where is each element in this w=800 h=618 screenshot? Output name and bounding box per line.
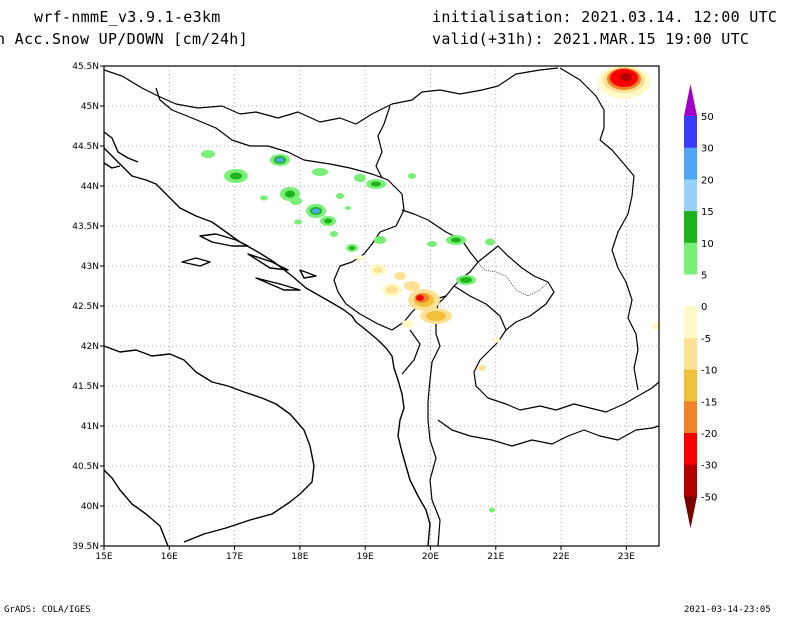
legend-label: -50 [701,492,717,503]
valid-time: valid(+31h): 2021.MAR.15 19:00 UTC [432,30,750,48]
legend-swatch [684,179,697,212]
lat-label: 42.5N [72,302,99,312]
legend-label: -30 [701,461,717,472]
legend-swatch [684,242,697,275]
lon-label: 15E [95,552,112,562]
lat-label: 42N [81,342,99,352]
lat-axis-labels: 45.5N 45N 44.5N 44N 43.5N 43N 42.5N 42N 41.5N 41N… [72,62,104,552]
model-title: wrf-nmmE_v3.9.1-e3km [34,8,221,26]
coastlines [104,131,431,546]
plot-timestamp: 2021-03-14-23:05 [684,605,771,615]
lon-label: 18E [291,552,308,562]
lon-axis-labels: 15E 16E 17E 18E 19E 20E 21E 22E 23E [95,546,635,562]
lat-label: 43N [81,262,99,272]
lon-label: 17E [226,552,243,562]
lat-label: 43.5N [72,222,99,232]
legend-label: 0 [701,302,707,313]
lat-label: 41.5N [72,382,99,392]
legend-arrow-top [684,84,697,116]
map-content [104,66,659,546]
lon-label: 20E [422,552,439,562]
legend-label: 30 [701,144,714,155]
legend-arrow-bottom [684,496,697,529]
legend-label: -15 [701,397,717,408]
internal-borders [477,261,549,297]
grid-lines [104,66,659,546]
country-borders [104,67,659,546]
legend-swatch [684,274,697,307]
lon-label: 16E [161,552,178,562]
lon-label: 19E [357,552,374,562]
legend-label: 10 [701,239,714,250]
snow-fields [201,66,659,513]
lon-label: 21E [487,552,504,562]
lat-label: 41N [81,422,99,432]
lat-label: 45N [81,102,99,112]
legend-label: 15 [701,207,714,218]
legend-label: 50 [701,112,714,123]
legend-swatch [684,464,697,497]
legend-swatch [684,211,697,244]
lat-label: 40.5N [72,462,99,472]
lat-label: 45.5N [72,62,99,72]
legend-label: 5 [701,271,707,282]
legend-label: 20 [701,175,714,186]
legend-swatch [684,116,697,149]
legend-label: -10 [701,366,717,377]
legend-swatch [684,433,697,466]
lat-label: 44N [81,182,99,192]
legend-swatch [684,401,697,434]
lon-label: 23E [618,552,635,562]
field-title: n Acc.Snow UP/DOWN [cm/24h] [0,30,248,48]
lon-label: 22E [552,552,569,562]
map-frame [103,65,660,547]
legend-swatch [684,147,697,180]
legend-label: -20 [701,429,717,440]
lat-label: 39.5N [72,542,99,552]
lat-label: 44.5N [72,142,99,152]
legend-swatch [684,337,697,371]
legend-swatch [684,369,697,402]
lat-label: 40N [81,502,99,512]
initialisation-time: initialisation: 2021.03.14. 12:00 UTC [432,8,778,26]
legend-label: -5 [701,334,711,345]
grads-credit: GrADS: COLA/IGES [4,605,91,615]
legend-swatch [684,306,697,339]
